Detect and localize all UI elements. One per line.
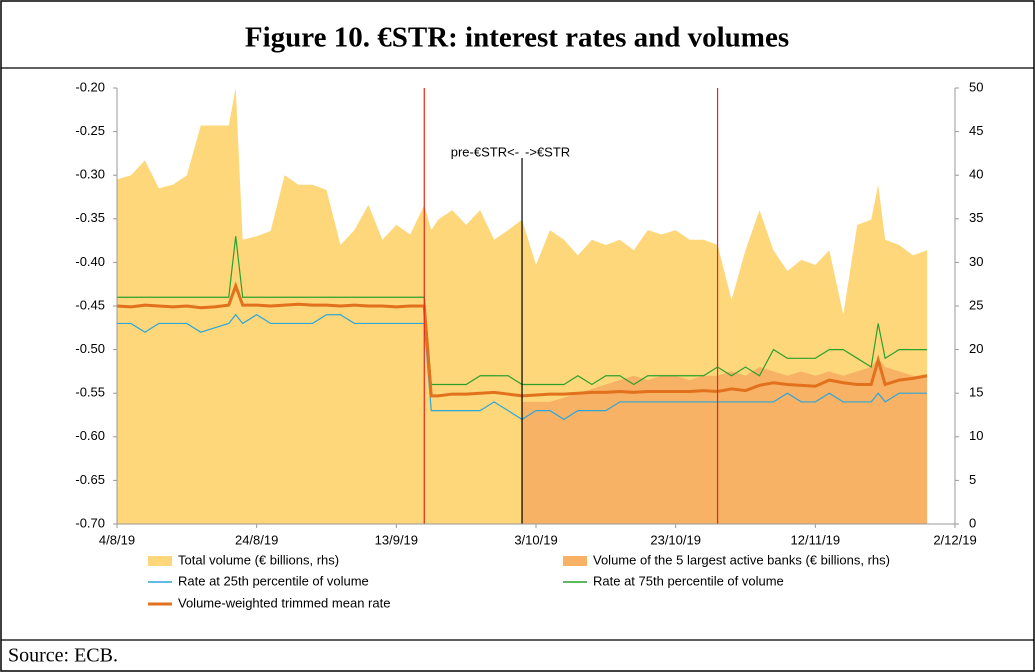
- y2-tick-label: 30: [969, 254, 983, 269]
- y-tick-label: -0.35: [75, 210, 105, 225]
- title: Figure 10. €STR: interest rates and volu…: [245, 22, 789, 54]
- y-tick-label: -0.25: [75, 123, 105, 138]
- y2-tick-label: 50: [969, 79, 983, 94]
- legend-label: Rate at 75th percentile of volume: [593, 573, 784, 588]
- line: [117, 313, 928, 421]
- x-tick-label: 24/8/19: [235, 532, 278, 547]
- legend-swatch: [148, 556, 172, 566]
- annotation: ->€STR: [525, 144, 570, 159]
- legend-label: Total volume (€ billions, rhs): [178, 552, 339, 567]
- line: [116, 281, 928, 398]
- y2-tick-label: 20: [969, 341, 983, 356]
- legend-label: Rate at 25th percentile of volume: [178, 573, 369, 588]
- x-tick-label: 23/10/19: [650, 532, 701, 547]
- y-tick-label: -0.60: [75, 428, 105, 443]
- legend-label: Volume-weighted trimmed mean rate: [178, 595, 390, 610]
- area: [522, 358, 928, 524]
- x-tick-label: 12/11/19: [791, 532, 841, 547]
- y-tick-label: -0.40: [75, 254, 105, 269]
- y2-tick-label: 25: [969, 297, 983, 312]
- line: [117, 236, 928, 386]
- legend-label: Volume of the 5 largest active banks (€ …: [593, 552, 890, 567]
- legend-swatch: [563, 556, 587, 566]
- y-tick-label: -0.45: [75, 297, 105, 312]
- y-tick-label: -0.20: [75, 79, 105, 94]
- y2-tick-label: 0: [969, 515, 976, 530]
- y-tick-label: -0.65: [75, 472, 105, 487]
- y2-tick-label: 45: [969, 123, 983, 138]
- y-tick-label: -0.30: [75, 167, 105, 182]
- y2-tick-label: 5: [969, 472, 976, 487]
- annotation: pre-€STR<-: [451, 144, 519, 159]
- y2-tick-label: 40: [969, 167, 983, 182]
- x-tick-label: 3/10/19: [514, 532, 557, 547]
- y-tick-label: -0.55: [75, 385, 105, 400]
- x-tick-label: 13/9/19: [375, 532, 418, 547]
- y-tick-label: -0.70: [75, 515, 105, 530]
- source: Source: ECB.: [8, 645, 118, 667]
- y2-tick-label: 35: [969, 210, 983, 225]
- x-tick-label: 4/8/19: [99, 532, 135, 547]
- y2-tick-label: 15: [969, 385, 983, 400]
- y-tick-label: -0.50: [75, 341, 105, 356]
- y2-tick-label: 10: [969, 428, 983, 443]
- plot: pre-€STR<- ->€STR -0.70 -0.65 -0.60 -0.55 -0.5…: [75, 79, 983, 610]
- x-tick-label: 2/12/19: [933, 532, 976, 547]
